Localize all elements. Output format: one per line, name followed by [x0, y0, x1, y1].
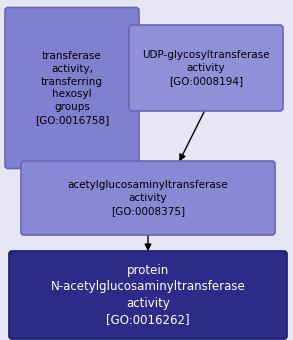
- Text: transferase
activity,
transferring
hexosyl
groups
[GO:0016758]: transferase activity, transferring hexos…: [35, 51, 109, 125]
- FancyBboxPatch shape: [21, 161, 275, 235]
- FancyBboxPatch shape: [129, 25, 283, 111]
- FancyBboxPatch shape: [5, 7, 139, 169]
- Text: acetylglucosaminyltransferase
activity
[GO:0008375]: acetylglucosaminyltransferase activity […: [68, 180, 228, 216]
- Text: UDP-glycosyltransferase
activity
[GO:0008194]: UDP-glycosyltransferase activity [GO:000…: [142, 50, 270, 86]
- Text: protein
N-acetylglucosaminyltransferase
activity
[GO:0016262]: protein N-acetylglucosaminyltransferase …: [51, 264, 245, 326]
- FancyBboxPatch shape: [9, 251, 287, 339]
